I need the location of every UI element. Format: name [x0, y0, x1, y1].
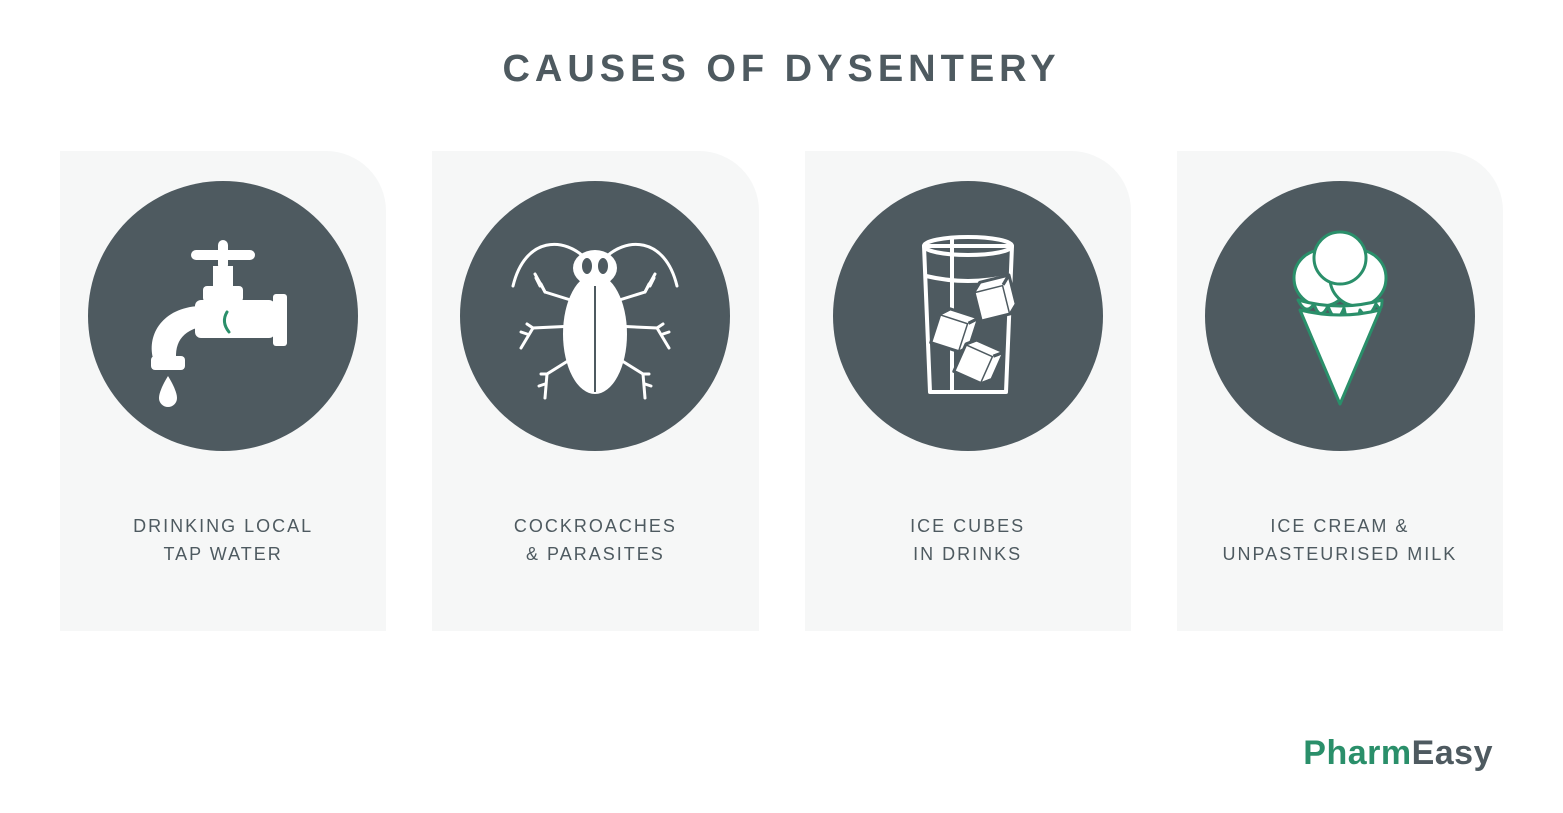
brand-logo: PharmEasy [1303, 734, 1493, 773]
card-label: DRINKING LOCAL TAP WATER [133, 513, 313, 569]
card-label: COCKROACHES & PARASITES [514, 513, 677, 569]
brand-part2: Easy [1412, 734, 1493, 772]
cockroach-icon [460, 181, 730, 451]
page-title: CAUSES OF DYSENTERY [0, 0, 1563, 91]
ice-cubes-icon [833, 181, 1103, 451]
card-ice-cubes: ICE CUBES IN DRINKS [805, 151, 1131, 631]
card-cockroach: COCKROACHES & PARASITES [432, 151, 758, 631]
card-ice-cream: ICE CREAM & UNPASTEURISED MILK [1177, 151, 1503, 631]
ice-cream-icon [1205, 181, 1475, 451]
tap-icon [88, 181, 358, 451]
card-label: ICE CREAM & UNPASTEURISED MILK [1223, 513, 1458, 569]
brand-part1: Pharm [1303, 734, 1411, 772]
card-tap-water: DRINKING LOCAL TAP WATER [60, 151, 386, 631]
card-label: ICE CUBES IN DRINKS [910, 513, 1025, 569]
cards-row: DRINKING LOCAL TAP WATER [0, 151, 1563, 631]
